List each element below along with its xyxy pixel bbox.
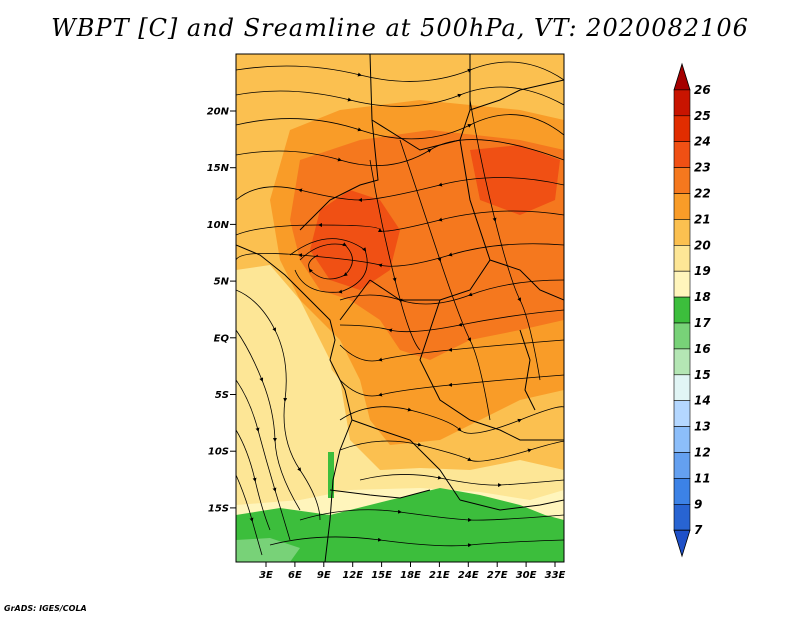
colorbar-level-label: 7 — [694, 523, 703, 537]
colorbar-segment — [673, 296, 691, 324]
colorbar-segment — [673, 193, 691, 220]
colorbar-top-arrow — [673, 62, 691, 91]
colorbar-level-label: 12 — [694, 446, 711, 460]
colorbar-level-label: 13 — [694, 420, 711, 434]
colorbar-bottom-arrow — [673, 529, 691, 558]
lat-tick-label: 10S — [208, 447, 229, 458]
colorbar-level-label: 18 — [694, 290, 711, 304]
lon-tick-label: 24E — [458, 570, 479, 581]
lat-tick-label: 15N — [207, 163, 230, 174]
map-frame — [235, 53, 565, 563]
lon-tick-label: 12E — [342, 570, 363, 581]
footer-credit: GrADS: IGES/COLA — [4, 604, 87, 613]
lon-tick-label: 30E — [516, 570, 537, 581]
map-plot-area — [236, 54, 564, 562]
lat-tick-label: 5S — [215, 390, 229, 401]
colorbar-segment — [673, 167, 691, 194]
lon-tick-label: 9E — [317, 570, 331, 581]
colorbar-segment — [673, 400, 691, 427]
colorbar-level-label: 9 — [694, 497, 702, 511]
lon-tick-label: 15E — [371, 570, 392, 581]
colorbar-level-label: 23 — [694, 161, 711, 175]
colorbar-level-label: 11 — [694, 471, 711, 485]
latitude-axis: 20N 15N 10N 5N EQ 5S 10S 15S — [207, 107, 236, 514]
country-borders — [236, 54, 564, 562]
lat-tick-label: 5N — [214, 277, 230, 288]
lat-tick-label: 15S — [208, 503, 229, 514]
lon-tick-label: 3E — [259, 570, 273, 581]
colorbar-level-label: 15 — [694, 368, 711, 382]
colorbar-level-label: 22 — [694, 187, 711, 201]
colorbar-level-label: 25 — [694, 109, 711, 123]
colorbar-segment — [673, 219, 691, 246]
colorbar-segment — [673, 115, 691, 143]
lon-tick-label: 18E — [400, 570, 421, 581]
lon-tick-label: 33E — [545, 570, 566, 581]
lat-tick-label: EQ — [214, 333, 230, 344]
colorbar-segment — [673, 89, 691, 117]
longitude-axis: 3E 6E 9E 12E 15E 18E 21E 24E 27E 30E 33E — [259, 562, 566, 581]
colorbar-level-label: 14 — [694, 394, 711, 408]
lon-tick-label: 21E — [429, 570, 450, 581]
colorbar-segment — [673, 322, 691, 350]
colorbar-segment — [673, 141, 691, 168]
lat-tick-label: 20N — [207, 107, 230, 118]
colorbar-segment — [673, 374, 691, 401]
lon-tick-label: 27E — [487, 570, 508, 581]
colorbar-level-label: 17 — [694, 316, 711, 330]
colorbar-segment — [673, 348, 691, 376]
colorbar-segment — [673, 478, 691, 505]
colorbar-level-label: 21 — [694, 212, 711, 226]
colorbar: 26 25 24 23 22 21 20 19 18 17 16 15 14 13 12 11 9 7 — [673, 62, 711, 558]
lat-tick-label: 10N — [207, 220, 230, 231]
colorbar-segment — [673, 245, 691, 272]
map-title: WBPT [C] and Sreamline at 500hPa, VT: 20… — [51, 14, 749, 42]
colorbar-level-label: 24 — [694, 135, 711, 149]
colorbar-level-label: 19 — [694, 264, 711, 278]
colorbar-level-label: 20 — [694, 238, 711, 252]
colorbar-segment — [673, 426, 691, 453]
colorbar-segment — [673, 452, 691, 479]
streamlines — [236, 61, 564, 556]
colorbar-level-label: 26 — [694, 83, 711, 97]
colorbar-level-label: 16 — [694, 342, 711, 356]
colorbar-segment — [673, 270, 691, 298]
colorbar-segment — [673, 503, 691, 531]
lon-tick-label: 6E — [288, 570, 302, 581]
